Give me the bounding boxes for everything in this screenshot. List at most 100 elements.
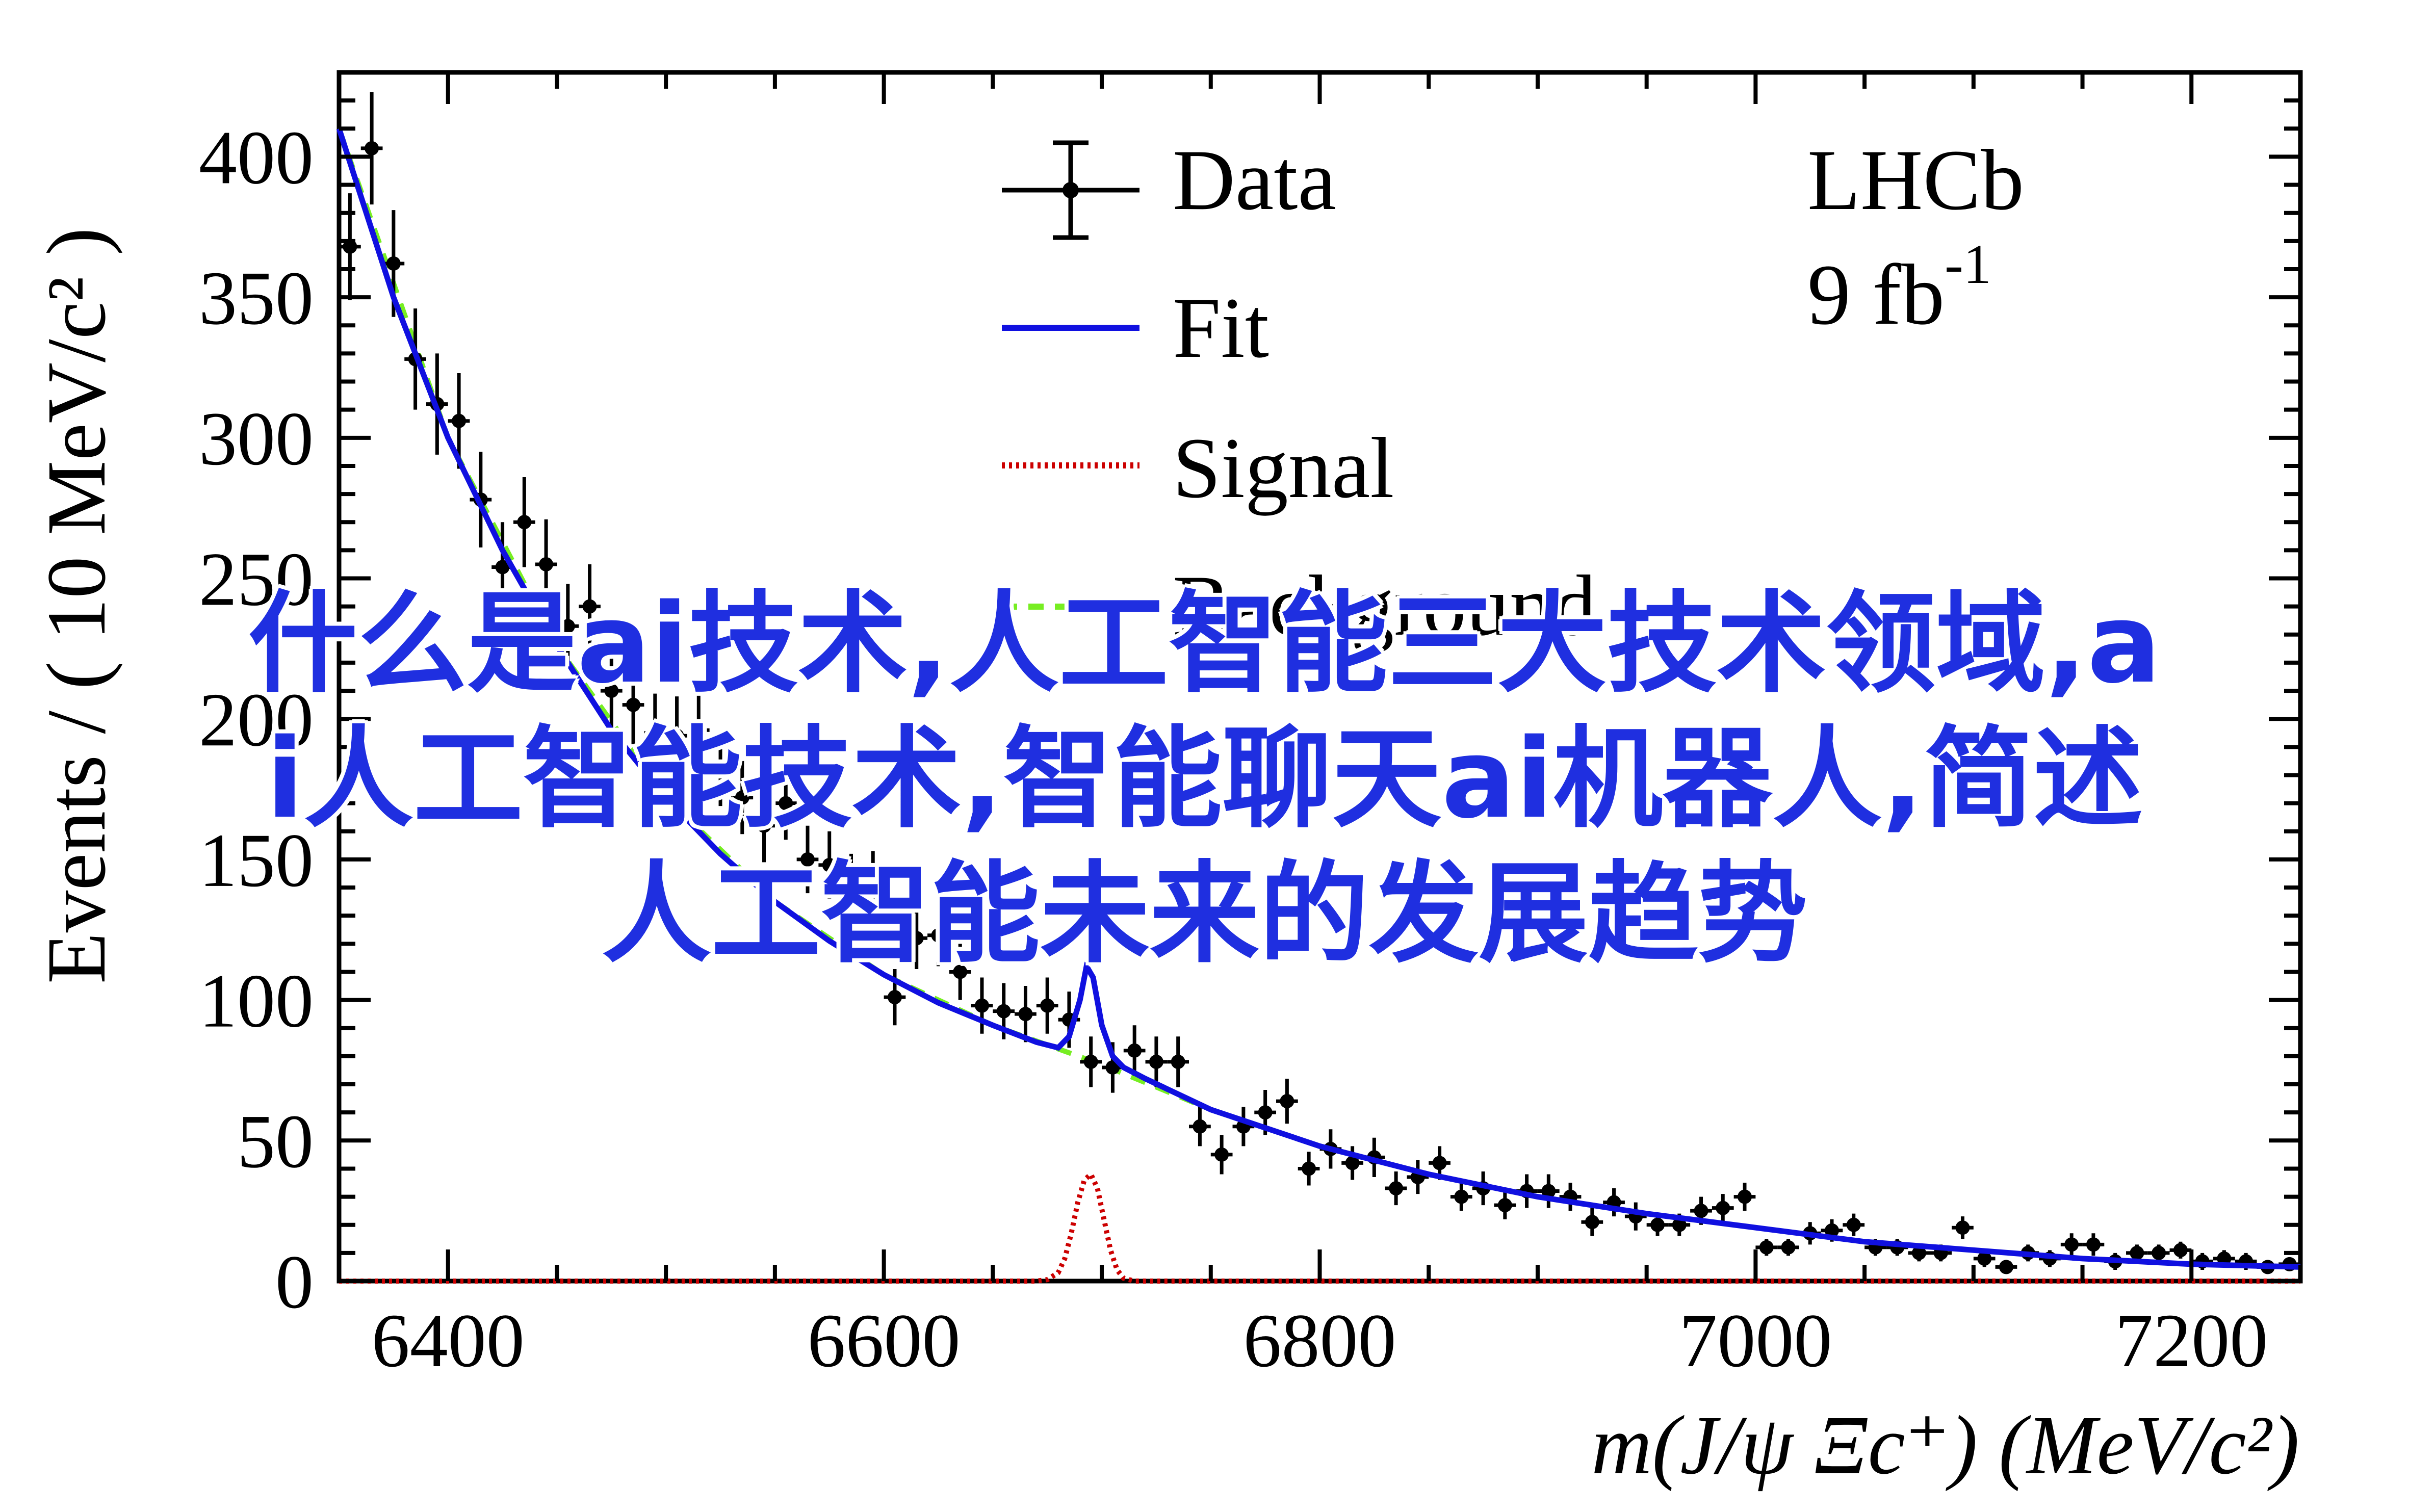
data-marker — [1738, 1189, 1752, 1204]
data-point — [818, 831, 841, 899]
data-marker — [365, 141, 379, 155]
data-point — [1952, 1216, 1974, 1239]
data-point — [448, 373, 470, 469]
data-marker — [1345, 1156, 1360, 1170]
data-marker — [1585, 1215, 1599, 1230]
data-marker — [626, 697, 641, 712]
data-point — [971, 977, 993, 1034]
data-point — [579, 564, 601, 649]
data-point — [1385, 1171, 1407, 1206]
fit-curve — [336, 127, 2301, 1270]
data-marker — [1955, 1220, 1970, 1235]
x-tick-label: 6600 — [808, 1298, 961, 1383]
data-point — [600, 651, 623, 731]
y-tick-label: 200 — [199, 677, 314, 762]
x-tick-label: 7000 — [1679, 1298, 1832, 1383]
overlay-line-2: i人工智能技术,智能聊天ai机器人,简述 — [266, 715, 2143, 843]
data-marker — [887, 990, 902, 1005]
data-marker — [1454, 1189, 1469, 1204]
data-point — [927, 904, 949, 967]
data-point — [840, 853, 862, 922]
legend-entry-signal: Signal — [1002, 420, 1394, 516]
data-marker — [495, 560, 510, 575]
data-marker — [1432, 1156, 1447, 1170]
data-point — [1232, 1107, 1255, 1146]
y-tick-label: 350 — [199, 256, 314, 341]
data-point — [1145, 1036, 1168, 1087]
data-marker — [1716, 1201, 1730, 1215]
data-marker — [866, 877, 880, 892]
data-point — [1755, 1239, 1778, 1256]
data-marker — [1389, 1181, 1404, 1196]
signal-curve-layer — [339, 1170, 2300, 1284]
data-marker — [1759, 1240, 1774, 1255]
data-marker — [517, 515, 532, 530]
data-point — [1908, 1244, 1930, 1262]
legend-label-signal: Signal — [1173, 420, 1394, 516]
data-point — [2169, 1241, 2192, 1259]
data-point — [905, 907, 928, 969]
data-marker — [1999, 1260, 2013, 1274]
data-marker — [1694, 1204, 1708, 1218]
data-point — [2082, 1233, 2105, 1256]
data-point — [513, 477, 535, 567]
data-point — [1276, 1078, 1298, 1124]
legend: Data Fit Signal Background — [1002, 132, 1596, 654]
data-point — [360, 92, 383, 205]
y-tick-label: 100 — [199, 959, 314, 1044]
data-marker — [953, 964, 968, 979]
data-point — [1843, 1213, 1865, 1236]
legend-entry-data: Data — [1002, 132, 1336, 240]
data-point — [1995, 1260, 2017, 1274]
data-marker — [1258, 1105, 1273, 1120]
data-point — [1581, 1208, 1603, 1236]
data-point — [753, 789, 775, 863]
data-point — [1777, 1239, 1799, 1256]
overlay-line-3: 人工智能未来的发展趋势 — [602, 850, 1807, 978]
data-marker — [647, 725, 662, 740]
data-point — [1712, 1194, 1734, 1222]
data-point — [1036, 977, 1058, 1034]
fit-curve-layer — [336, 127, 2301, 1270]
luminosity-exponent: -1 — [1945, 233, 1991, 295]
experiment-label: LHCb — [1807, 132, 2024, 228]
x-tick-label: 6400 — [372, 1298, 525, 1383]
data-point — [2147, 1244, 2170, 1262]
data-marker — [343, 239, 357, 254]
data-marker — [1214, 1147, 1229, 1162]
data-marker — [1040, 998, 1055, 1013]
data-point — [622, 665, 644, 744]
data-point — [1298, 1152, 1320, 1186]
data-marker — [2064, 1237, 2079, 1252]
data-point — [796, 825, 819, 894]
axes-layer: 6400 6600 6800 7000 7200 0 50 100 150 200 250 300 35… — [199, 70, 2302, 1383]
data-point — [2060, 1233, 2083, 1256]
legend-entry-background: Background — [1002, 558, 1596, 654]
data-marker — [1541, 1184, 1556, 1198]
data-marker — [1824, 1223, 1839, 1238]
data-point — [1450, 1183, 1472, 1211]
y-tick-label: 250 — [199, 537, 314, 622]
data-marker — [779, 796, 793, 811]
data-marker — [844, 880, 859, 895]
data-marker — [2086, 1237, 2101, 1252]
luminosity-value: 9 fb — [1807, 247, 1945, 343]
data-point — [339, 193, 361, 300]
data-point — [1494, 1191, 1516, 1219]
data-marker — [1846, 1217, 1861, 1232]
data-point — [1123, 1025, 1146, 1076]
data-point — [884, 969, 906, 1026]
data-marker — [996, 1004, 1011, 1019]
data-point — [644, 693, 666, 772]
data-marker — [1171, 1054, 1185, 1069]
data-marker — [582, 599, 597, 614]
luminosity-label: 9 fb-1 — [1807, 233, 1991, 343]
data-marker — [539, 557, 554, 571]
data-marker — [560, 619, 575, 634]
data-marker — [1911, 1245, 1926, 1260]
data-point — [1189, 1107, 1211, 1146]
data-marker — [974, 998, 989, 1013]
data-point — [774, 766, 797, 840]
data-marker — [1302, 1161, 1316, 1176]
x-tick-label: 7200 — [2115, 1298, 2268, 1383]
